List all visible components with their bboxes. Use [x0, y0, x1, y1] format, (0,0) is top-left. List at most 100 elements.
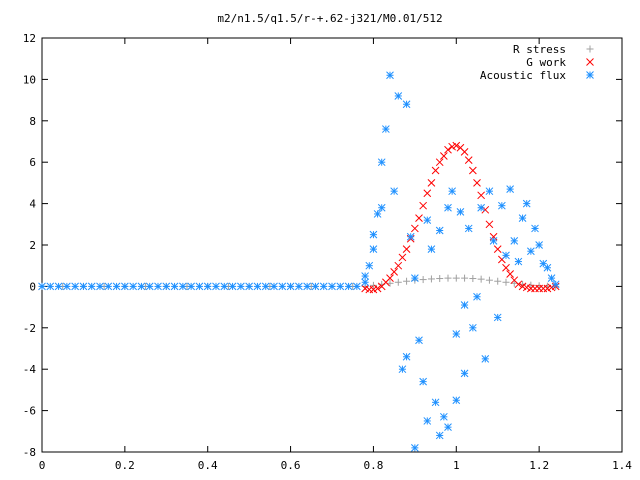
data-point [38, 282, 46, 291]
data-point [423, 189, 432, 198]
data-point [369, 230, 378, 239]
legend-marker-cross [586, 58, 594, 66]
data-point [195, 282, 204, 291]
data-point [328, 282, 336, 291]
data-point [402, 352, 411, 361]
data-point [403, 277, 411, 285]
x-tick-label: 0.8 [363, 459, 383, 472]
data-point [494, 277, 502, 285]
data-point [154, 282, 162, 291]
data-point [452, 274, 460, 282]
data-point [71, 282, 79, 291]
data-point [531, 284, 539, 293]
data-point [402, 245, 411, 253]
data-point [498, 201, 506, 210]
data-point [398, 365, 407, 374]
chart-title: m2/n1.5/q1.5/r-+.62-j321/M0.01/512 [217, 12, 442, 25]
legend-marker-plus [586, 45, 594, 53]
data-point [377, 158, 386, 167]
data-point [427, 275, 435, 283]
data-point [518, 214, 527, 222]
data-point [369, 281, 377, 289]
data-point [427, 245, 436, 253]
data-point [319, 282, 328, 291]
data-point [539, 284, 548, 293]
data-point [473, 292, 481, 301]
data-point [461, 274, 469, 282]
legend-label: Acoustic flux [480, 69, 566, 82]
data-point [493, 313, 502, 322]
data-point [431, 166, 440, 175]
data-point [502, 251, 510, 260]
data-point [543, 263, 552, 272]
data-point [444, 423, 452, 432]
data-point [460, 147, 469, 156]
data-point [469, 275, 477, 283]
legend-marker-star [586, 71, 594, 79]
data-point [527, 247, 535, 256]
data-point [373, 284, 382, 293]
data-point [303, 282, 311, 291]
series-g-work [361, 141, 560, 294]
data-point [469, 166, 477, 175]
y-tick-label: -6 [23, 405, 36, 418]
data-point [448, 187, 456, 196]
x-tick-label: 0 [39, 459, 46, 472]
data-point [547, 274, 556, 282]
data-point [502, 278, 510, 286]
data-point [514, 280, 523, 289]
data-point [253, 282, 262, 291]
data-point [390, 187, 398, 196]
data-point [452, 141, 461, 150]
data-point [551, 280, 560, 289]
data-point [411, 224, 419, 233]
data-point [361, 272, 369, 280]
legend-label: G work [526, 56, 566, 69]
data-point [104, 282, 113, 291]
data-point [63, 282, 71, 291]
data-point [485, 276, 493, 284]
data-point [386, 279, 394, 287]
data-point [54, 282, 63, 291]
data-point [423, 417, 432, 425]
data-point [514, 257, 523, 266]
data-point [203, 282, 212, 291]
data-point [502, 263, 510, 272]
axes: 0 0.2 0.4 0.6 0.8 1 1.2 1.4 12 10 8 6 4 2 0 -2 -4 -6 -8 [23, 32, 633, 472]
data-marks [38, 71, 560, 452]
data-point [295, 282, 303, 291]
data-point [369, 245, 378, 253]
data-point [481, 354, 490, 363]
data-point [415, 336, 423, 345]
data-point [220, 282, 229, 291]
y-tick-label: -8 [23, 446, 36, 459]
data-point [187, 282, 195, 291]
data-point [419, 201, 427, 210]
x-tick-label: 0.2 [115, 459, 135, 472]
data-point [398, 253, 407, 262]
data-point [452, 396, 461, 405]
data-point [411, 274, 419, 282]
data-point [485, 187, 494, 196]
data-point [522, 199, 531, 208]
data-point [402, 100, 411, 109]
data-point [212, 282, 220, 291]
y-tick-label: 12 [23, 32, 36, 45]
data-point [477, 203, 485, 212]
data-point [435, 431, 444, 440]
data-point [228, 282, 237, 291]
data-point [311, 282, 320, 291]
data-point [464, 224, 473, 233]
data-point [419, 377, 427, 386]
data-point [460, 369, 469, 378]
data-point [394, 261, 403, 270]
data-point [96, 282, 104, 291]
data-point [431, 398, 440, 407]
data-point [112, 282, 121, 291]
x-tick-label: 1.4 [612, 459, 632, 472]
data-point [344, 282, 353, 291]
y-tick-label: 10 [23, 73, 36, 86]
data-point [477, 191, 485, 200]
y-tick-label: 4 [29, 198, 36, 211]
